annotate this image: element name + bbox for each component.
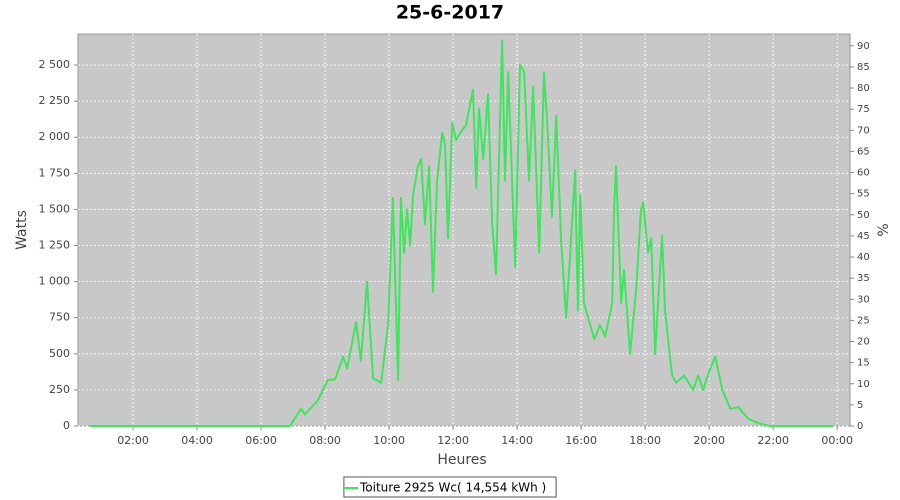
x-tick-label: 18:00 [629, 434, 661, 447]
x-tick-label: 10:00 [373, 434, 405, 447]
legend-box [343, 476, 557, 498]
y2-tick-label: 85 [857, 62, 870, 73]
y2-tick-label: 0 [857, 421, 863, 432]
y2-tick-label: 5 [857, 400, 863, 411]
x-tick-label: 14:00 [501, 434, 533, 447]
y-tick-label: 0 [63, 419, 70, 432]
y-tick-label: 1 250 [39, 239, 71, 252]
y-tick-label: 750 [49, 311, 70, 324]
y2-tick-label: 90 [857, 41, 870, 52]
y-tick-label: 500 [49, 347, 70, 360]
x-tick-label: 04:00 [181, 434, 213, 447]
y-axis-title: Watts [14, 210, 30, 250]
x-tick-label: 06:00 [245, 434, 277, 447]
series-line [90, 39, 833, 427]
y-tick-label: 1 750 [39, 166, 71, 179]
legend-label: Toiture 2925 Wc( 14,554 kWh ) [359, 481, 546, 495]
y2-tick-label: 55 [857, 189, 870, 200]
x-tick-label: 12:00 [437, 434, 469, 447]
y2-tick-label: 75 [857, 104, 870, 115]
y-tick-label: 2 250 [39, 94, 71, 107]
y2-tick-label: 20 [857, 337, 870, 348]
y2-tick-label: 60 [857, 168, 870, 179]
y2-tick-label: 10 [857, 379, 870, 390]
plot-area [77, 33, 851, 427]
x-tick-label: 08:00 [309, 434, 341, 447]
y-tick-label: 250 [49, 383, 70, 396]
x-tick-label: 22:00 [757, 434, 789, 447]
y-tick-label: 2 500 [39, 58, 71, 71]
y2-tick-label: 50 [857, 210, 870, 221]
y2-tick-label: 25 [857, 315, 870, 326]
y2-tick-label: 30 [857, 294, 870, 305]
y2-axis-title: % [876, 223, 892, 236]
y2-tick-label: 80 [857, 83, 870, 94]
y2-tick-label: 45 [857, 231, 870, 242]
y2-tick-label: 15 [857, 358, 870, 369]
y2-tick-label: 65 [857, 146, 870, 157]
y2-tick-label: 35 [857, 273, 870, 284]
y2-tick-label: 70 [857, 125, 870, 136]
x-axis-title: Heures [437, 452, 486, 468]
y-tick-label: 1 000 [39, 275, 71, 288]
y-tick-label: 2 000 [39, 130, 71, 143]
y-tick-label: 1 500 [39, 202, 71, 215]
y2-tick-label: 40 [857, 252, 870, 263]
chart-title: 25-6-2017 [396, 2, 504, 24]
x-tick-label: 02:00 [117, 434, 149, 447]
x-tick-label: 16:00 [565, 434, 597, 447]
x-tick-label: 00:00 [821, 434, 853, 447]
x-tick-label: 20:00 [693, 434, 725, 447]
